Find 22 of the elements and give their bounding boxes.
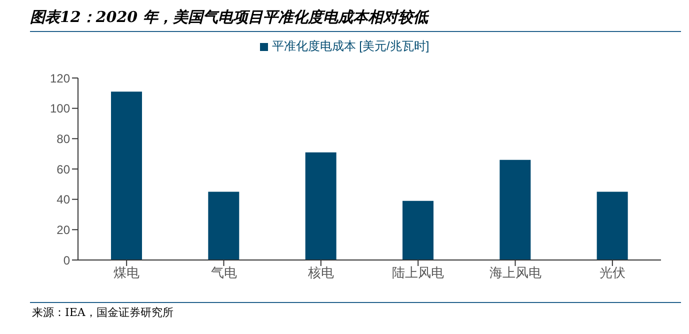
y-tick-label: 100 — [50, 102, 70, 116]
y-tick-label: 20 — [56, 222, 70, 237]
x-tick-label: 气电 — [210, 265, 237, 280]
source-note: 来源：IEA，国金证券研究所 — [32, 305, 174, 320]
y-tick-label: 40 — [56, 192, 70, 207]
y-tick-label: 80 — [56, 132, 70, 146]
bar — [402, 200, 434, 260]
bar — [111, 92, 142, 260]
y-tick-label: 0 — [63, 253, 70, 268]
legend-label: 平准化度电成本 [美元/兆瓦时] — [272, 39, 430, 53]
bar — [208, 192, 240, 260]
y-tick-label: 60 — [56, 162, 70, 176]
y-tick-label: 120 — [50, 71, 70, 86]
x-tick-label: 煤电 — [114, 265, 140, 280]
chart-title: 图表12：2020 年，美国气电项目平准化度电成本相对较低 — [29, 8, 430, 28]
bar — [305, 152, 336, 260]
x-tick-label: 陆上风电 — [392, 265, 444, 280]
bar — [596, 192, 628, 260]
bar — [500, 160, 531, 260]
x-tick-label: 海上风电 — [489, 265, 542, 280]
x-tick-label: 核电 — [306, 265, 334, 280]
x-tick-label: 光伏 — [599, 265, 626, 280]
